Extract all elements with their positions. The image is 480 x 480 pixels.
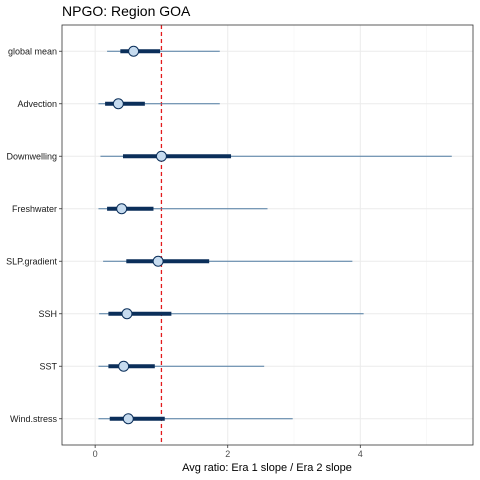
y-tick-label: Freshwater bbox=[12, 204, 57, 214]
median-point bbox=[121, 308, 133, 320]
y-axis: global mean Advection Downwelling Freshwate… bbox=[6, 46, 62, 424]
y-tick-label: global mean bbox=[8, 46, 57, 56]
x-axis: 0 2 4 bbox=[93, 445, 363, 459]
x-axis-label: Avg ratio: Era 1 slope / Era 2 slope bbox=[182, 462, 352, 474]
y-tick-label: Advection bbox=[17, 99, 57, 109]
y-tick-label: SST bbox=[39, 361, 57, 371]
median-point bbox=[118, 360, 130, 372]
y-tick-label: SLP.gradient bbox=[6, 256, 57, 266]
x-tick-label: 2 bbox=[225, 449, 230, 459]
y-tick-label: Wind.stress bbox=[10, 414, 58, 424]
interval-marks bbox=[98, 45, 452, 425]
median-point bbox=[122, 413, 134, 425]
median-point bbox=[155, 150, 167, 162]
x-tick-label: 0 bbox=[93, 449, 98, 459]
panel-border bbox=[61, 24, 474, 446]
y-tick-label: Downwelling bbox=[6, 151, 57, 161]
median-point bbox=[152, 255, 164, 267]
x-tick-label: 4 bbox=[358, 449, 363, 459]
median-point bbox=[112, 98, 124, 110]
grid-layer bbox=[62, 25, 473, 445]
y-tick-label: SSH bbox=[38, 309, 57, 319]
median-point bbox=[116, 203, 128, 215]
chart-title: NPGO: Region GOA bbox=[62, 3, 191, 19]
median-point bbox=[128, 45, 140, 57]
